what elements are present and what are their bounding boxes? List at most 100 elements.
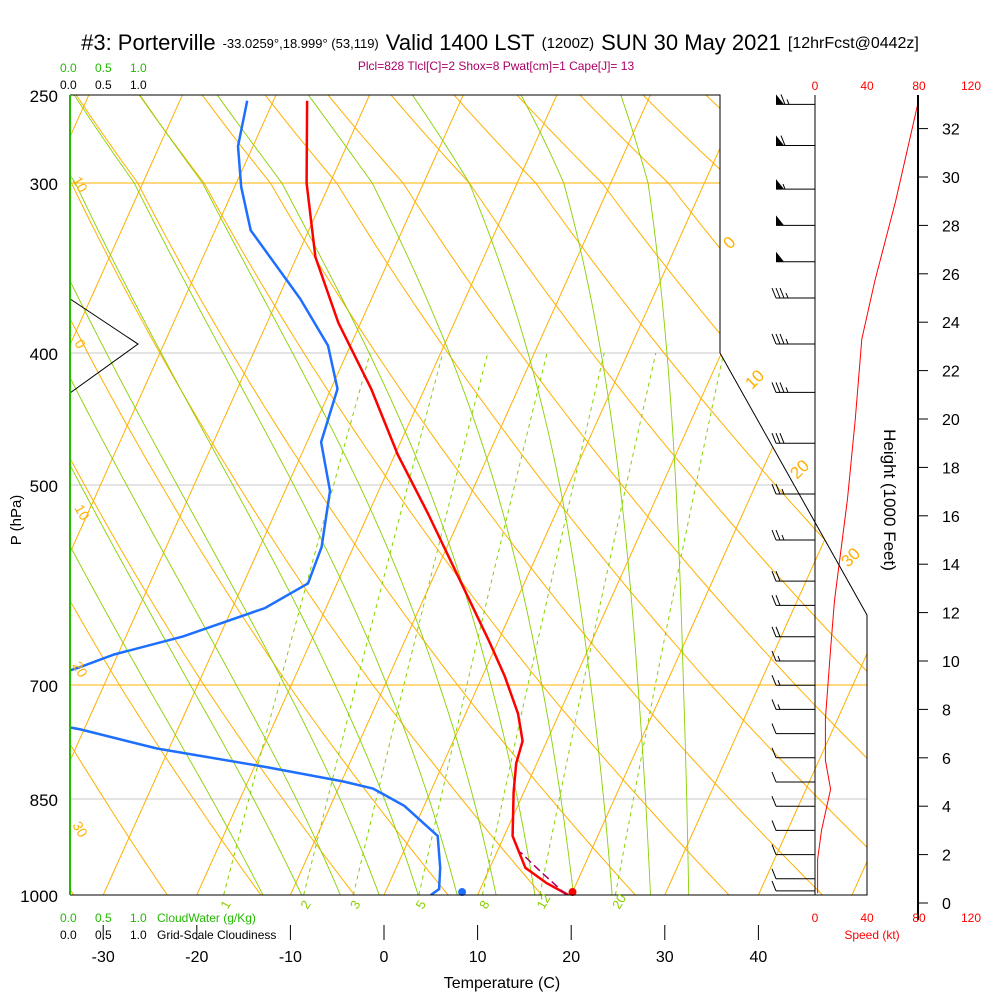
foreground xyxy=(69,94,919,897)
wind-barb-feather xyxy=(771,626,777,637)
mixing-ratio-label: 2 xyxy=(297,898,314,912)
wind-barb xyxy=(771,796,815,807)
wind-barb-half-feather xyxy=(786,99,790,105)
isotherm-label: 10 xyxy=(69,174,91,196)
temperature-tick-label: -10 xyxy=(279,949,302,966)
wind-barb-feather xyxy=(775,570,781,582)
mixing-ratio-label: 12 xyxy=(533,891,553,911)
wind-barb-feather xyxy=(771,723,777,734)
isotherm-line xyxy=(744,95,867,895)
wind-barb xyxy=(771,820,815,831)
isotherm-line xyxy=(89,95,473,895)
wind-barb-feather xyxy=(771,650,777,662)
dry-adiabat xyxy=(124,95,758,895)
wind-barb-half-feather xyxy=(777,680,781,686)
pressure-tick-label: 1000 xyxy=(20,887,58,906)
isotherm-line xyxy=(183,95,567,895)
wind-barb-feather xyxy=(771,595,777,606)
wind-barb-feather xyxy=(775,287,781,299)
wind-barb-pennant xyxy=(776,251,784,262)
height-tick-label: 0 xyxy=(942,896,951,913)
wind-barb-feather xyxy=(775,626,781,637)
wind-barb-half-feather xyxy=(785,292,789,299)
cloudwater-top-1: 1.0 xyxy=(130,61,147,75)
utc-time: (1200Z) xyxy=(542,35,595,52)
wind-barb-feather xyxy=(771,287,777,299)
dry-adiabat xyxy=(685,95,867,895)
mixing-ratio-label: 8 xyxy=(476,898,493,912)
wind-barb xyxy=(771,880,815,892)
pressure-tick-label: 700 xyxy=(30,677,58,696)
mixing-ratio-line xyxy=(481,352,605,895)
date: SUN 30 May 2021 xyxy=(601,30,781,55)
isotherm-line xyxy=(70,95,192,895)
mixing-ratio-line xyxy=(352,352,489,895)
speed-tick-label-top: 0 xyxy=(812,79,819,93)
isotherm-label: 10 xyxy=(741,366,768,393)
wind-barb-feather xyxy=(771,868,777,879)
isotherm-label: 0 xyxy=(719,233,739,253)
temperature-tick-label: 40 xyxy=(750,949,768,966)
wind-speed-line xyxy=(817,104,919,894)
moist-adiabat xyxy=(620,95,690,895)
cloudwater-bot-05: 0.5 xyxy=(95,911,112,925)
sounding-group xyxy=(70,100,569,895)
wind-barb-feather xyxy=(775,529,781,541)
wind-barb xyxy=(771,626,815,638)
dry-adiabat xyxy=(436,95,867,895)
moist-adiabat xyxy=(73,95,466,895)
wind-barb-half-feather xyxy=(777,655,781,662)
wind-barb xyxy=(771,675,815,686)
speed-tick-label-bottom: 40 xyxy=(860,911,874,925)
wind-barb-feather xyxy=(771,844,777,855)
speed-tick-label-bottom: 80 xyxy=(912,911,926,925)
surface-dewpoint-marker xyxy=(458,888,467,897)
wind-barb-feather xyxy=(771,529,777,541)
height-axis-label: Height (1000 Feet) xyxy=(880,429,899,571)
pressure-tick-label: 250 xyxy=(30,87,58,106)
speed-tick-label-bottom: 120 xyxy=(961,911,981,925)
mixing-ratio-line xyxy=(418,352,548,895)
dry-adiabat xyxy=(70,95,378,895)
wind-barb-half-feather xyxy=(785,338,789,345)
wind-barb xyxy=(776,251,815,263)
dry-adiabat xyxy=(934,75,1000,924)
wind-barb-feather xyxy=(771,880,777,892)
wind-barb-pennant xyxy=(776,179,784,190)
wind-barb xyxy=(771,844,815,856)
dry-adiabat xyxy=(809,95,867,895)
height-tick-label: 20 xyxy=(942,412,960,429)
temperature-tick-label: -20 xyxy=(185,949,208,966)
valid-time: Valid 1400 LST xyxy=(386,30,535,55)
wind-barb-feather xyxy=(775,382,781,393)
moist-adiabat xyxy=(139,95,503,895)
wind-barb xyxy=(776,94,815,105)
station-title: #3: Porterville xyxy=(81,30,216,55)
dry-adiabat xyxy=(747,95,867,895)
mixing-ratio-label: 1 xyxy=(217,898,234,912)
wind-barb xyxy=(771,771,815,783)
moist-adiabat xyxy=(307,95,578,895)
height-tick-label: 16 xyxy=(942,509,960,526)
height-tick-label: 26 xyxy=(942,267,960,284)
wind-barb xyxy=(771,747,815,759)
isotherm-line xyxy=(0,75,4,924)
wind-barb xyxy=(776,179,815,190)
dry-adiabat xyxy=(70,95,473,895)
cloudiness-line xyxy=(69,239,139,423)
mixing-ratio-label: 3 xyxy=(347,898,364,912)
wind-barb-feather xyxy=(780,135,786,146)
wind-barb-feather xyxy=(775,333,781,345)
wind-barb xyxy=(771,868,815,880)
speed-tick-label-top: 120 xyxy=(961,79,981,93)
height-tick-label: 10 xyxy=(942,654,960,671)
dry-adiabat xyxy=(187,95,852,895)
isotherm-line xyxy=(651,95,867,895)
wind-barb-half-feather xyxy=(782,183,786,190)
moist-adiabat xyxy=(70,95,428,895)
wind-barb-feather xyxy=(779,433,785,444)
dry-adiabat xyxy=(311,95,867,895)
temperature-line xyxy=(305,100,569,895)
dry-adiabat xyxy=(373,95,867,895)
wind-barb-feather xyxy=(771,333,777,345)
